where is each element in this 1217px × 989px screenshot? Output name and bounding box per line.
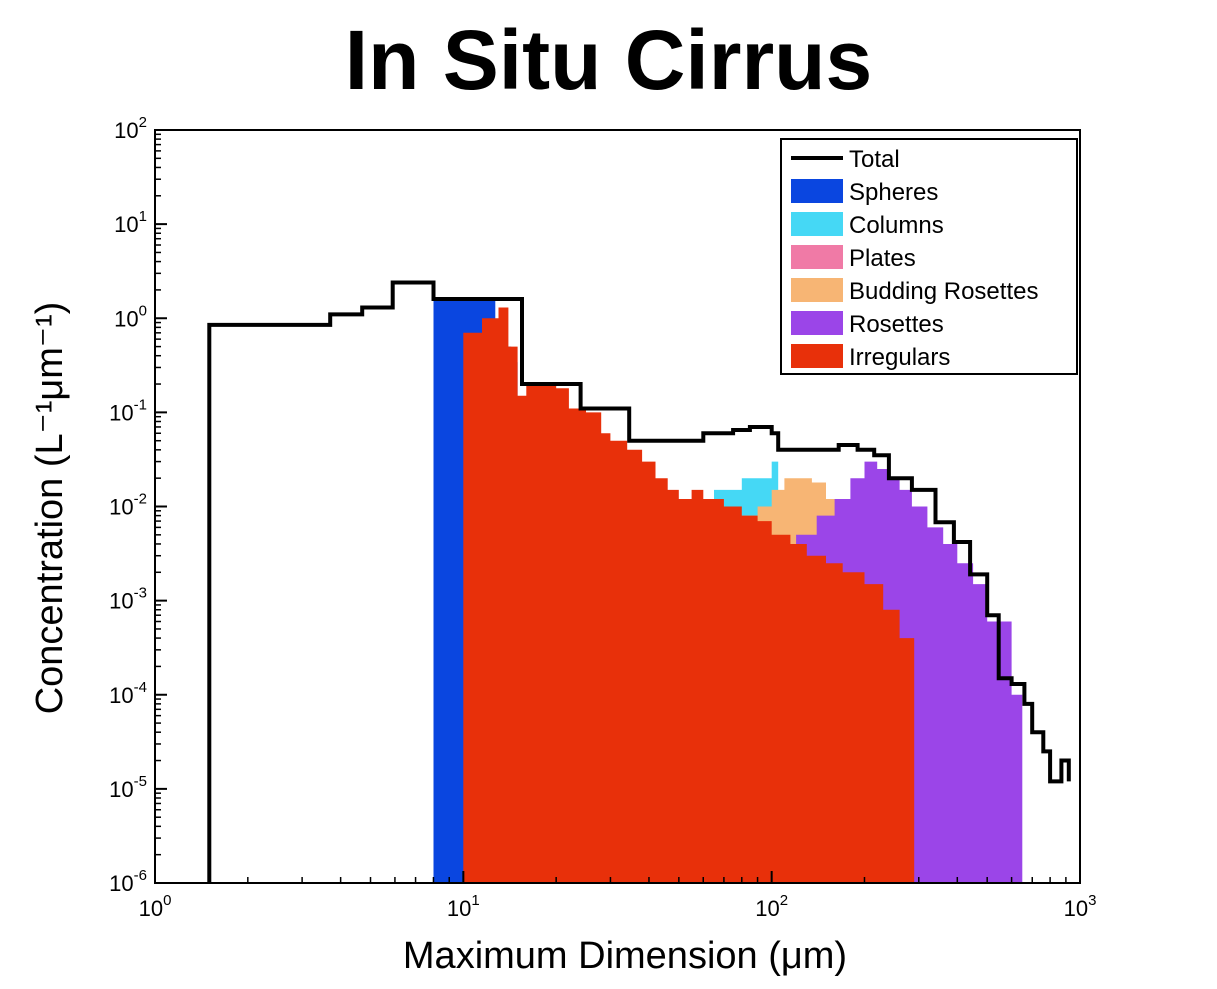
- tick-layer: 100 101 102 103 10-6 10-5 10-4 10-3 10-2 10-1 100 1…: [109, 114, 1096, 921]
- legend-label-spheres: Spheres: [849, 179, 938, 206]
- y-tick-label: 10-6: [109, 867, 147, 896]
- legend-swatch-irregulars: [791, 344, 843, 368]
- y-tick-label: 10-3: [109, 585, 147, 614]
- legend-label-rosettes: Rosettes: [849, 311, 944, 338]
- x-tick-label: 100: [139, 892, 172, 921]
- y-tick-label: 10-1: [109, 396, 147, 425]
- legend-swatch-plates: [791, 245, 843, 269]
- y-tick-label: 102: [114, 114, 147, 143]
- series-total-line: [207, 280, 1071, 883]
- legend-swatch-columns: [791, 212, 843, 236]
- y-tick-label: 101: [114, 208, 147, 237]
- legend-label-columns: Columns: [849, 212, 944, 239]
- legend: Total Spheres Columns Plates Budding Rosette…: [780, 138, 1078, 375]
- legend-swatch-spheres: [791, 179, 843, 203]
- legend-swatch-budding-rosettes: [791, 278, 843, 302]
- legend-label-budding-rosettes: Budding Rosettes: [849, 278, 1038, 305]
- legend-label-total: Total: [849, 146, 900, 173]
- x-axis-label: Maximum Dimension (μm): [403, 935, 847, 977]
- x-tick-label: 103: [1064, 892, 1097, 921]
- x-tick-label: 101: [447, 892, 480, 921]
- y-tick-label: 10-2: [109, 491, 147, 520]
- legend-label-plates: Plates: [849, 245, 916, 272]
- series-layer: [207, 280, 1071, 883]
- legend-label-irregulars: Irregulars: [849, 344, 950, 371]
- y-axis-label: Concentration (L⁻¹μm⁻¹): [29, 302, 71, 715]
- y-tick-label: 100: [114, 302, 147, 331]
- y-tick-label: 10-5: [109, 773, 147, 802]
- series-irregulars-area: [463, 307, 915, 883]
- legend-swatch-rosettes: [791, 311, 843, 335]
- chart-title: In Situ Cirrus: [344, 13, 873, 107]
- y-tick-label: 10-4: [109, 679, 147, 708]
- x-tick-label: 102: [755, 892, 788, 921]
